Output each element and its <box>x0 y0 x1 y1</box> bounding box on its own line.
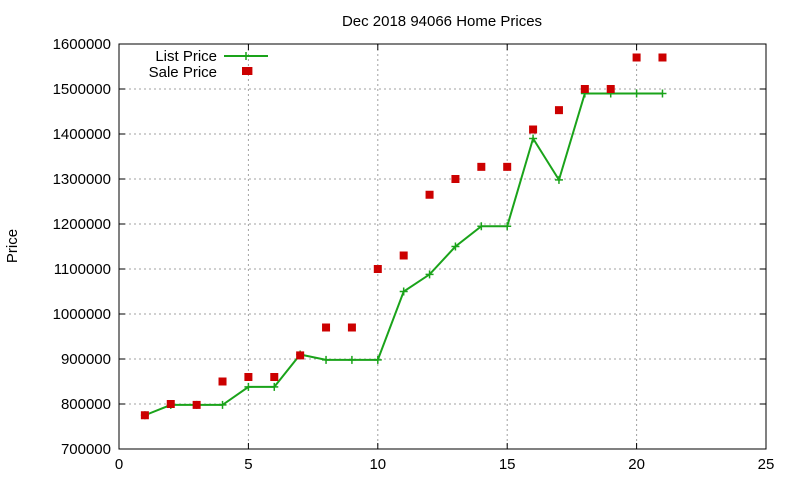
y-tick-label: 1400000 <box>53 126 111 143</box>
sale-price-point <box>296 351 305 360</box>
x-tick-label: 10 <box>369 456 386 473</box>
y-axis-label: Price <box>4 229 21 263</box>
list-price-point <box>347 355 356 364</box>
sale-price-point <box>658 53 667 62</box>
sale-price-point <box>270 373 279 381</box>
series <box>140 53 667 420</box>
list-price-point <box>218 400 227 409</box>
sale-price-point <box>347 323 356 332</box>
x-tick-label: 0 <box>115 456 123 473</box>
sale-price-point <box>529 125 538 134</box>
sale-price-point <box>451 175 460 183</box>
x-tick-label: 25 <box>758 456 775 473</box>
list-price-point <box>477 222 486 231</box>
sale-price-point <box>632 53 641 62</box>
y-tick-label: 700000 <box>61 441 111 458</box>
list-price-point <box>399 287 408 296</box>
sale-price-point <box>322 323 331 332</box>
sale-price-point <box>399 251 408 260</box>
list-price-point <box>529 134 538 143</box>
sale-price-point <box>373 265 382 273</box>
y-tick-label: 1200000 <box>53 216 111 233</box>
legend-label-list-price: List Price <box>155 48 217 65</box>
sale-price-point <box>166 400 175 408</box>
legend-marker-sale-price <box>242 67 250 75</box>
y-tick-label: 1600000 <box>53 36 111 53</box>
axis-ticks: 0 5 10 15 20 25 700000 800000 900000 1000000 11000… <box>53 36 775 473</box>
sale-price-point <box>503 162 512 171</box>
list-price-point <box>425 270 434 279</box>
list-price-point <box>322 355 331 364</box>
y-tick-label: 1500000 <box>53 81 111 98</box>
sale-price-point <box>192 400 201 409</box>
sale-price-point <box>554 106 563 115</box>
sale-price-point <box>244 373 253 381</box>
y-tick-label: 1100000 <box>54 261 111 278</box>
list-price-point <box>632 89 641 98</box>
chart-title: Dec 2018 94066 Home Prices <box>342 13 542 30</box>
list-price-point <box>451 242 460 251</box>
sale-price-point <box>606 85 615 93</box>
x-tick-label: 15 <box>499 456 516 473</box>
sale-price-point <box>477 162 486 171</box>
y-tick-label: 800000 <box>61 396 111 413</box>
sale-price-point <box>425 190 434 199</box>
legend: List Price Sale Price <box>149 48 268 81</box>
x-tick-label: 20 <box>628 456 645 473</box>
list-price-point <box>244 382 253 391</box>
sale-price-point <box>218 377 227 386</box>
list-price-point <box>373 355 382 364</box>
list-price-point <box>554 175 563 184</box>
legend-label-sale-price: Sale Price <box>149 64 217 81</box>
grid <box>119 44 766 449</box>
list-price-point <box>270 382 279 391</box>
sale-price-point <box>580 85 589 93</box>
y-tick-label: 1300000 <box>53 171 111 188</box>
list-price-point <box>658 89 667 98</box>
x-tick-label: 5 <box>244 456 252 473</box>
sale-price-point <box>140 411 149 420</box>
plot-frame <box>118 43 767 450</box>
list-price-point <box>503 222 512 231</box>
y-tick-label: 1000000 <box>53 306 111 323</box>
legend-marker-list-price <box>242 52 250 60</box>
y-tick-label: 900000 <box>61 351 111 368</box>
